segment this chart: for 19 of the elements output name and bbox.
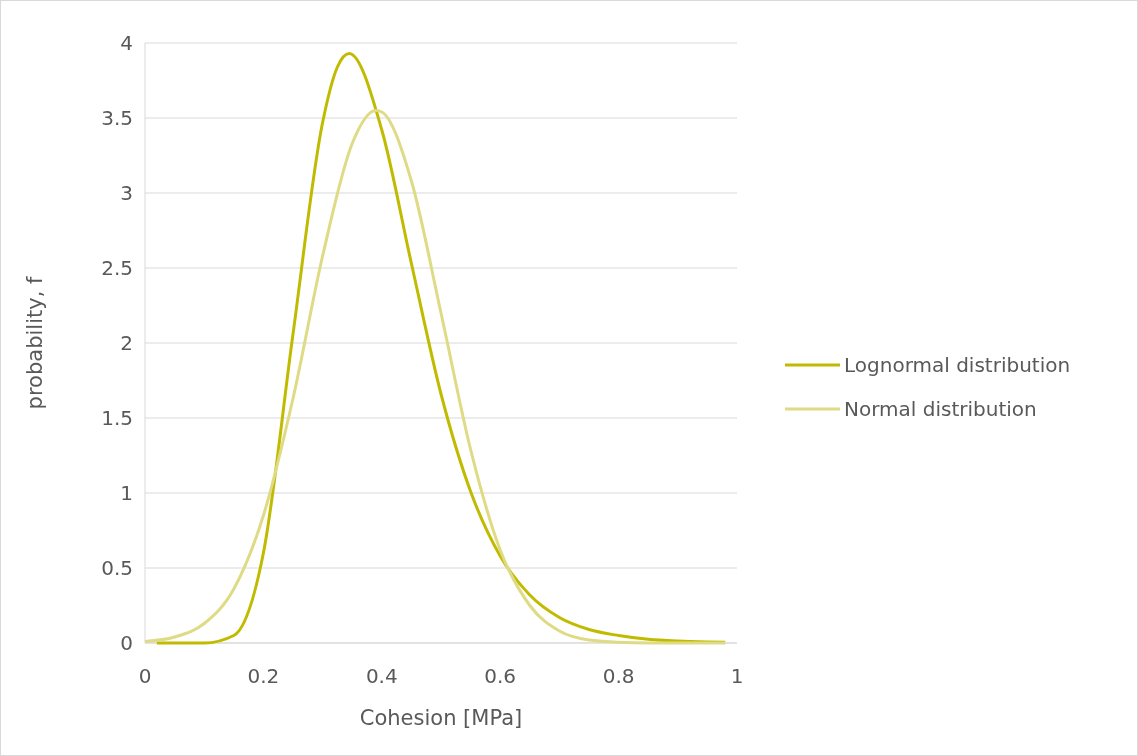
x-tick-label: 1 <box>730 664 744 688</box>
y-tick-label: 1.5 <box>101 406 133 430</box>
y-tick-label: 1 <box>120 481 133 505</box>
x-tick-label: 0.6 <box>484 664 517 688</box>
x-axis-title: Cohesion [MPa] <box>359 706 523 730</box>
y-tick-label: 2.5 <box>101 256 133 280</box>
y-axis-title: probability, f <box>23 276 47 410</box>
x-tick-label: 0 <box>138 664 152 688</box>
y-tick-label: 0 <box>120 631 133 655</box>
x-tick-label: 0.2 <box>247 664 280 688</box>
x-tick-label: 0.8 <box>602 664 635 688</box>
y-tick-label: 3.5 <box>101 106 133 130</box>
y-tick-label: 4 <box>120 31 133 55</box>
legend-label: Normal distribution <box>844 397 1037 421</box>
y-tick-label: 2 <box>120 331 133 355</box>
x-tick-label: 0.4 <box>365 664 398 688</box>
y-tick-label: 3 <box>120 181 133 205</box>
y-tick-label: 0.5 <box>101 556 133 580</box>
legend-label: Lognormal distribution <box>844 353 1071 377</box>
